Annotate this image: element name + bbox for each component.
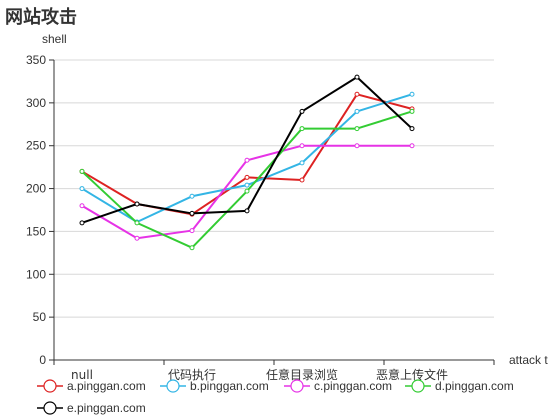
data-point — [354, 108, 360, 114]
x-tick-label: null — [71, 368, 93, 382]
legend-entry-c.pinggan.com: c.pinggan.com — [314, 379, 392, 393]
data-point — [354, 91, 360, 97]
series-line-a.pinggan.com — [81, 93, 413, 216]
y-tick-label: 250 — [26, 139, 46, 153]
data-point — [409, 143, 415, 149]
legend-swatch-circle — [411, 379, 425, 393]
legend-entry-d.pinggan.com: d.pinggan.com — [435, 379, 514, 393]
data-point — [244, 157, 250, 163]
data-point — [79, 220, 85, 226]
legend-entry-b.pinggan.com: b.pinggan.com — [190, 379, 269, 393]
legend-entry-e.pinggan.com: e.pinggan.com — [67, 401, 146, 415]
y-tick-label: 300 — [26, 96, 46, 110]
data-point — [354, 126, 360, 132]
x-axis-label: attack t — [509, 353, 548, 367]
chart-title: 网站攻击 — [5, 7, 77, 28]
x-tick-label: 恶意上传文件 — [376, 367, 448, 382]
y-tick-label: 50 — [33, 310, 47, 324]
data-point — [409, 126, 415, 132]
y-tick-label: 0 — [39, 353, 46, 367]
data-point — [409, 91, 415, 97]
data-point — [299, 126, 305, 132]
legend-swatch-circle — [290, 379, 304, 393]
data-point — [134, 220, 140, 226]
data-point — [354, 143, 360, 149]
data-point — [189, 193, 195, 199]
y-tick-label: 350 — [26, 53, 46, 67]
data-point — [244, 182, 250, 188]
y-tick-label: 100 — [26, 267, 46, 281]
legend-swatch-circle — [166, 379, 180, 393]
data-point — [134, 201, 140, 207]
data-point — [134, 235, 140, 241]
data-point — [244, 208, 250, 214]
x-tick-label: 任意目录浏览 — [266, 367, 338, 382]
data-point — [189, 245, 195, 251]
data-point — [189, 210, 195, 216]
data-point — [244, 174, 250, 180]
legend-entry-a.pinggan.com: a.pinggan.com — [67, 379, 146, 393]
data-point — [354, 74, 360, 80]
data-point — [299, 177, 305, 183]
data-point — [244, 188, 250, 194]
x-tick-label: 代码执行 — [168, 368, 216, 382]
data-point — [79, 168, 85, 174]
data-point — [79, 203, 85, 209]
y-axis-label: shell — [42, 32, 67, 46]
data-point — [79, 186, 85, 192]
data-point — [409, 108, 415, 114]
data-point — [189, 228, 195, 234]
data-point — [299, 160, 305, 166]
y-tick-label: 200 — [26, 182, 46, 196]
y-tick-label: 150 — [26, 224, 46, 238]
legend-swatch-circle — [43, 379, 57, 393]
data-point — [299, 143, 305, 149]
data-point — [299, 108, 305, 114]
legend-swatch-circle — [43, 401, 57, 415]
